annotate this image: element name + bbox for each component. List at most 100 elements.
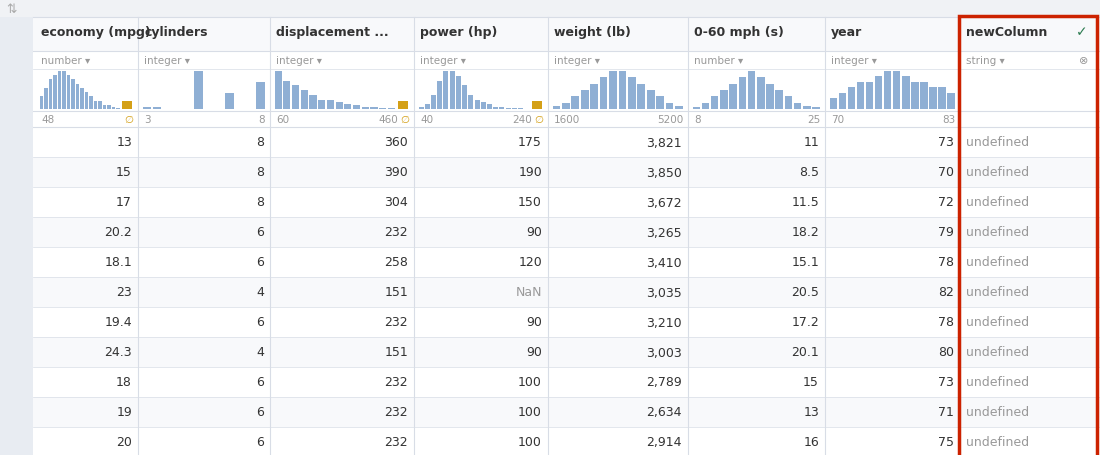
- Text: 13: 13: [117, 136, 132, 149]
- Bar: [675, 106, 683, 110]
- Bar: [455, 76, 461, 110]
- Text: string ▾: string ▾: [966, 56, 1004, 66]
- Bar: [107, 106, 111, 110]
- Text: 3,265: 3,265: [647, 226, 682, 239]
- Text: 8.5: 8.5: [799, 166, 820, 179]
- Text: 3,821: 3,821: [647, 136, 682, 149]
- Text: 24.3: 24.3: [104, 346, 132, 359]
- Text: undefined: undefined: [966, 286, 1030, 299]
- Text: 71: 71: [938, 405, 954, 419]
- Bar: [702, 103, 710, 110]
- Bar: [729, 85, 737, 110]
- Bar: [318, 100, 326, 110]
- Bar: [153, 108, 162, 110]
- Text: 8: 8: [258, 115, 265, 125]
- Text: 6: 6: [256, 376, 264, 389]
- Text: 150: 150: [518, 196, 542, 209]
- Bar: [62, 72, 66, 110]
- Bar: [581, 91, 589, 110]
- Text: 72: 72: [938, 196, 954, 209]
- Bar: [469, 96, 473, 110]
- Text: 120: 120: [518, 256, 542, 269]
- Text: 16: 16: [803, 435, 820, 449]
- Text: 15.1: 15.1: [791, 256, 820, 269]
- Bar: [618, 72, 626, 110]
- Text: 8: 8: [694, 115, 701, 125]
- Text: ∅: ∅: [534, 115, 543, 125]
- Text: 3,672: 3,672: [647, 196, 682, 209]
- Bar: [275, 72, 282, 110]
- Bar: [499, 107, 505, 110]
- Text: 83: 83: [942, 115, 955, 125]
- Bar: [552, 106, 560, 110]
- Text: 40: 40: [420, 115, 433, 125]
- Bar: [647, 91, 654, 110]
- Bar: [947, 94, 955, 110]
- Bar: [44, 89, 47, 110]
- Text: 460: 460: [378, 115, 398, 125]
- Bar: [371, 108, 377, 110]
- Text: ∅: ∅: [124, 115, 133, 125]
- Text: 3,850: 3,850: [646, 166, 682, 179]
- Bar: [66, 76, 70, 110]
- Text: NaN: NaN: [516, 286, 542, 299]
- Bar: [353, 106, 360, 110]
- Text: undefined: undefined: [966, 346, 1030, 359]
- Bar: [474, 100, 480, 110]
- Text: 79: 79: [938, 226, 954, 239]
- Bar: [344, 105, 351, 110]
- Bar: [300, 91, 308, 110]
- Text: 78: 78: [938, 256, 954, 269]
- Bar: [450, 72, 454, 110]
- Text: 19: 19: [117, 405, 132, 419]
- Text: integer ▾: integer ▾: [554, 56, 600, 66]
- Text: 20: 20: [117, 435, 132, 449]
- Text: 11: 11: [803, 136, 820, 149]
- Text: 11.5: 11.5: [791, 196, 820, 209]
- Text: 80: 80: [938, 346, 954, 359]
- Bar: [143, 108, 151, 110]
- Text: 100: 100: [518, 376, 542, 389]
- Bar: [85, 93, 88, 110]
- Text: 3,035: 3,035: [647, 286, 682, 299]
- Bar: [838, 94, 846, 110]
- Bar: [122, 102, 132, 110]
- Bar: [506, 108, 510, 110]
- Text: 15: 15: [117, 166, 132, 179]
- Bar: [776, 91, 783, 110]
- Text: 18.1: 18.1: [104, 256, 132, 269]
- Text: 4: 4: [256, 286, 264, 299]
- Bar: [256, 83, 265, 110]
- Text: 151: 151: [384, 286, 408, 299]
- Text: year: year: [830, 25, 862, 38]
- Text: integer ▾: integer ▾: [830, 56, 877, 66]
- Bar: [431, 96, 436, 110]
- Bar: [33, 397, 1100, 427]
- Text: 20.2: 20.2: [104, 226, 132, 239]
- Text: integer ▾: integer ▾: [420, 56, 466, 66]
- Bar: [525, 109, 529, 110]
- Text: undefined: undefined: [966, 166, 1030, 179]
- Bar: [94, 101, 97, 110]
- Bar: [512, 109, 517, 110]
- Text: 175: 175: [518, 136, 542, 149]
- Bar: [33, 157, 1100, 187]
- Bar: [89, 97, 92, 110]
- Bar: [571, 97, 579, 110]
- Bar: [784, 97, 792, 110]
- Text: 6: 6: [256, 226, 264, 239]
- Text: ⊗: ⊗: [1079, 56, 1088, 66]
- Bar: [116, 108, 120, 110]
- Bar: [48, 80, 52, 110]
- Text: 232: 232: [384, 435, 408, 449]
- Text: number ▾: number ▾: [41, 56, 90, 66]
- Text: 3,210: 3,210: [647, 316, 682, 329]
- Bar: [481, 103, 486, 110]
- Text: 13: 13: [803, 405, 820, 419]
- Text: 20.1: 20.1: [791, 346, 820, 359]
- Bar: [911, 83, 918, 110]
- Text: undefined: undefined: [966, 226, 1030, 239]
- Bar: [666, 103, 673, 110]
- Text: ⇅: ⇅: [7, 2, 18, 15]
- Bar: [195, 72, 202, 110]
